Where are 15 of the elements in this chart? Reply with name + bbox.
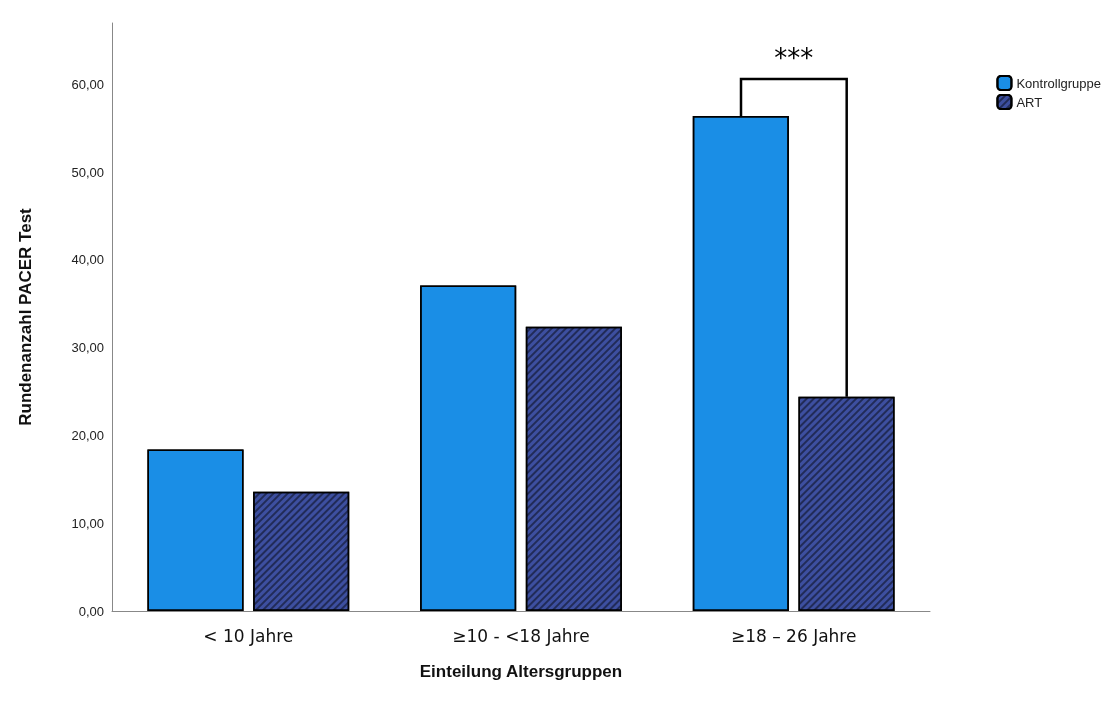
y-tick-label: 0,00 (78, 603, 104, 619)
y-tick-label: 20,00 (71, 427, 104, 443)
legend-label: Kontrollgruppe (1016, 75, 1102, 91)
y-tick-label: 60,00 (71, 76, 104, 92)
y-axis-title: Rundenanzahl PACER Test (16, 207, 35, 426)
y-tick-label: 10,00 (71, 515, 104, 531)
x-tick-label: ≥18 – 26 Jahre (730, 625, 857, 646)
annotation: *** (774, 43, 814, 74)
x-tick-label: ≥10 - <18 Jahre (452, 625, 590, 646)
y-tick-label: 50,00 (71, 164, 104, 180)
x-axis-title: Einteilung Altersgruppen (419, 662, 623, 681)
legend-label: ART (1016, 94, 1043, 110)
y-tick-label: 30,00 (71, 340, 104, 356)
x-tick-label: < 10 Jahre (203, 625, 294, 646)
y-tick-label: 40,00 (71, 252, 104, 268)
